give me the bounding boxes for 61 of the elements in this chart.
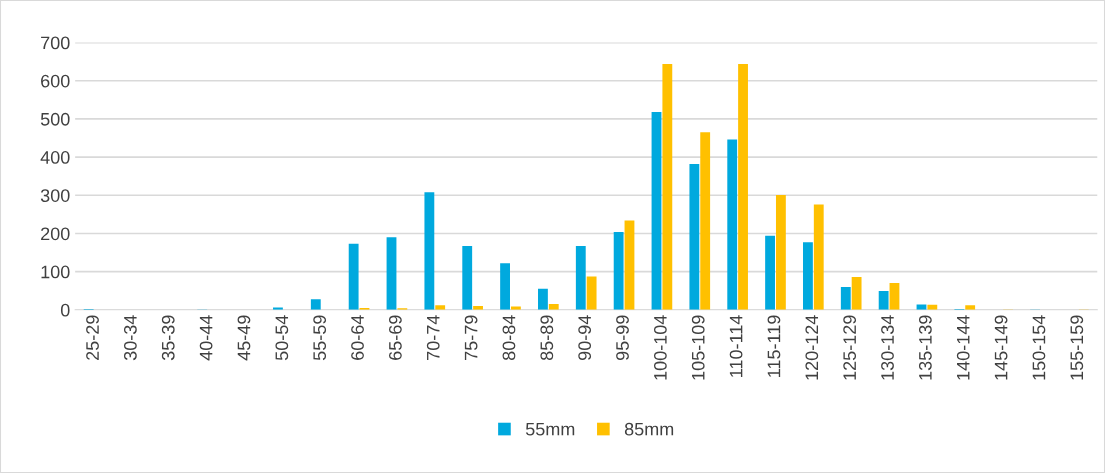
bar (803, 242, 813, 310)
bar (689, 163, 700, 310)
x-tick-label: 95-99 (616, 315, 629, 360)
bar (775, 194, 786, 310)
bar (310, 299, 321, 310)
bar (813, 204, 824, 310)
bar (700, 132, 711, 310)
x-tick-label: 85-89 (540, 315, 554, 361)
bar (624, 220, 635, 310)
x-tick-label: 40-44 (199, 315, 213, 361)
x-tick-label: 155-159 (1070, 315, 1084, 380)
x-tick-label: 100-104 (653, 315, 667, 380)
bar (538, 288, 548, 310)
y-tick-label: 700 (41, 36, 70, 50)
y-tick-label: 300 (40, 189, 70, 202)
x-tick-label: 115-119 (767, 315, 781, 377)
x-tick-label: 25-29 (86, 315, 99, 360)
x-tick-label: 70-74 (426, 315, 440, 360)
y-tick-label: 600 (41, 74, 70, 88)
bar (727, 139, 738, 310)
x-tick-label: 30-34 (123, 315, 137, 361)
x-tick-label: 125-129 (843, 315, 857, 380)
bar (738, 63, 748, 310)
bar (575, 246, 586, 310)
bar (500, 263, 510, 310)
bar (651, 112, 662, 310)
bar (386, 237, 397, 310)
x-tick-label: 65-69 (388, 315, 402, 360)
x-tick-label: 45-49 (237, 315, 251, 361)
bar (840, 286, 851, 310)
x-tick-label: 35-39 (161, 315, 175, 361)
bar (765, 235, 775, 310)
x-tick-label: 50-54 (275, 315, 289, 361)
y-tick-label: 500 (40, 112, 70, 126)
y-tick-label: 100 (41, 265, 70, 279)
x-tick-label: 135-139 (918, 315, 932, 380)
bar (586, 276, 597, 310)
x-tick-label: 110-114 (729, 315, 743, 377)
x-tick-label: 90-94 (578, 315, 592, 360)
y-tick-label: 400 (40, 151, 70, 164)
y-tick-label: 200 (41, 227, 70, 241)
bar (851, 276, 862, 310)
bar (662, 63, 673, 310)
legend-label: 55mm (525, 422, 575, 436)
x-tick-label: 80-84 (502, 315, 516, 361)
x-tick-label: 145-149 (994, 315, 1008, 380)
legend-label: 85mm (624, 422, 674, 436)
bar (424, 192, 435, 310)
bar (613, 231, 624, 310)
x-tick-label: 105-109 (691, 315, 705, 380)
x-tick-label: 140-144 (956, 315, 970, 380)
bar (348, 243, 359, 310)
bar (462, 246, 473, 310)
x-tick-label: 120-124 (805, 315, 819, 380)
y-tick-label: 0 (60, 303, 70, 317)
x-tick-label: 150-154 (1032, 315, 1046, 380)
x-tick-label: 75-79 (464, 315, 478, 360)
bar (878, 291, 889, 310)
x-tick-label: 55-59 (313, 315, 327, 361)
x-tick-label: 130-134 (881, 315, 894, 380)
x-tick-label: 60-64 (351, 315, 364, 360)
